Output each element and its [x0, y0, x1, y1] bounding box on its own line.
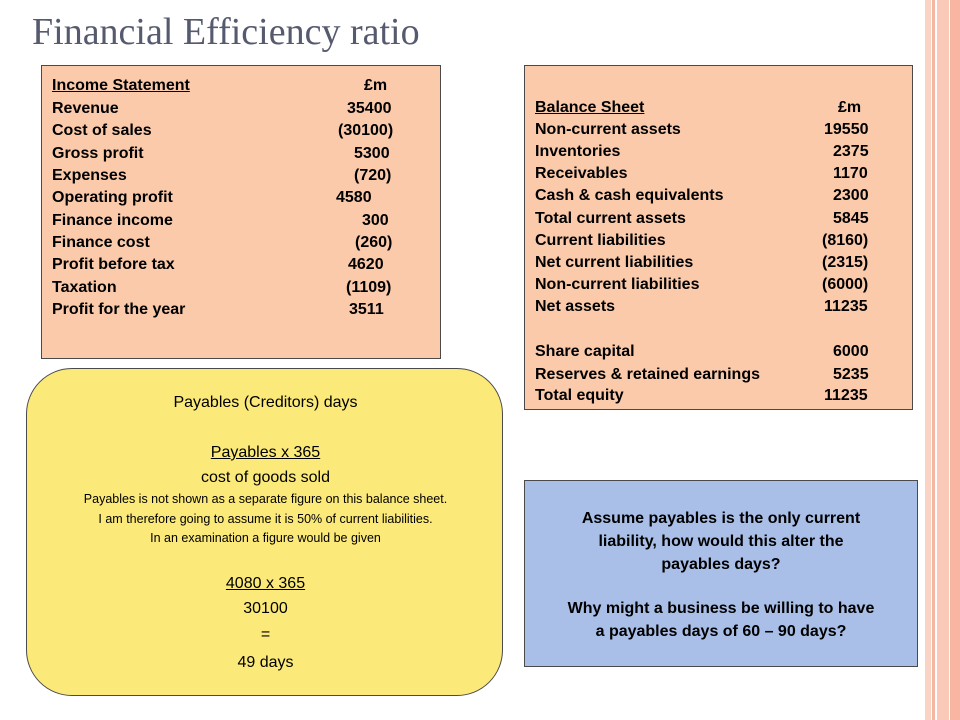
slide-title: Financial Efficiency ratio: [32, 11, 420, 53]
balance-row-label: Share capital: [535, 343, 635, 360]
balance-row-value: 2375: [833, 143, 869, 160]
balance-row-value: 1170: [833, 165, 868, 182]
balance-row-value: (6000): [822, 276, 869, 293]
calc-equals: =: [260, 626, 271, 643]
balance-sheet-unit: £m: [838, 99, 862, 116]
income-row-value: (260): [355, 234, 393, 251]
question-2-line: a payables days of 60 – 90 days?: [595, 623, 847, 640]
right-border-stripe-2: [932, 0, 935, 720]
income-statement-unit: £m: [364, 77, 388, 94]
payables-box-title: Payables (Creditors) days: [173, 394, 358, 411]
income-row-label: Taxation: [52, 279, 117, 296]
payables-days-box: Payables (Creditors) days Payables x 365…: [26, 368, 503, 696]
income-row-value: 300: [362, 212, 389, 229]
income-row-value: 4580: [336, 189, 372, 206]
income-row-label: Operating profit: [52, 189, 173, 206]
question-1-line: liability, how would this alter the: [598, 533, 844, 550]
formula-numerator: Payables x 365: [27, 444, 504, 462]
balance-row-value: (2315): [822, 254, 869, 271]
question-box: Assume payables is the only current liab…: [524, 480, 918, 667]
income-row-value: (720): [354, 167, 392, 184]
balance-row-value: 11235: [824, 387, 868, 404]
balance-row-label: Total equity: [535, 387, 624, 404]
question-1-line: Assume payables is the only current: [581, 510, 861, 527]
income-row-label: Revenue: [52, 100, 119, 117]
balance-sheet-box: Balance Sheet £m Non-current assets 1955…: [524, 65, 913, 410]
assumption-note-line: I am therefore going to assume it is 50%…: [98, 512, 433, 526]
income-row-label: Profit before tax: [52, 256, 175, 273]
question-1-line: payables days?: [661, 556, 781, 573]
balance-row-label: Receivables: [535, 165, 628, 182]
assumption-note-line: In an examination a figure would be give…: [150, 531, 381, 545]
income-row-value: 5300: [354, 145, 390, 162]
balance-row-label: Net assets: [535, 298, 616, 315]
balance-row-label: Cash & cash equivalents: [535, 187, 724, 204]
calc-denominator: 30100: [243, 600, 288, 617]
income-row-value: 35400: [347, 100, 392, 117]
balance-row-label: Net current liabilities: [535, 254, 694, 271]
income-row-value: 4620: [348, 256, 384, 273]
balance-row-value: 19550: [824, 121, 869, 138]
question-2-line: Why might a business be willing to have: [567, 600, 875, 617]
formula-numerator-text: Payables x 365: [210, 444, 321, 461]
balance-row-value: (8160): [822, 232, 869, 249]
balance-sheet-heading: Balance Sheet: [535, 99, 645, 116]
income-row-label: Finance cost: [52, 234, 150, 251]
calc-numerator-text: 4080 x 365: [225, 575, 306, 592]
calc-result: 49 days: [237, 654, 294, 671]
right-border-stripe-4: [950, 0, 960, 720]
balance-row-label: Current liabilities: [535, 232, 666, 249]
balance-row-value: 5845: [833, 210, 869, 227]
right-border-stripe-3: [937, 0, 949, 720]
balance-row-value: 2300: [833, 187, 869, 204]
income-row-label: Expenses: [52, 167, 127, 184]
balance-row-label: Non-current assets: [535, 121, 681, 138]
income-statement-heading: Income Statement: [52, 77, 190, 94]
balance-row-label: Inventories: [535, 143, 621, 160]
income-row-label: Gross profit: [52, 145, 144, 162]
income-row-value: 3511: [349, 301, 384, 318]
income-statement-box: Income Statement £m Revenue 35400 Cost o…: [41, 65, 441, 359]
income-row-label: Finance income: [52, 212, 173, 229]
balance-row-label: Total current assets: [535, 210, 686, 227]
balance-row-value: 5235: [833, 366, 869, 383]
calc-numerator: 4080 x 365: [27, 575, 504, 593]
formula-denominator: cost of goods sold: [201, 469, 330, 486]
right-border-stripe-1: [925, 0, 931, 720]
balance-row-value: 11235: [824, 298, 868, 315]
balance-row-value: 6000: [833, 343, 869, 360]
income-row-value: (1109): [346, 279, 392, 296]
income-row-label: Profit for the year: [52, 301, 186, 318]
assumption-note-line: Payables is not shown as a separate figu…: [83, 492, 448, 506]
income-row-value: (30100): [338, 122, 394, 139]
balance-row-label: Non-current liabilities: [535, 276, 700, 293]
balance-row-label: Reserves & retained earnings: [535, 366, 760, 383]
income-row-label: Cost of sales: [52, 122, 152, 139]
